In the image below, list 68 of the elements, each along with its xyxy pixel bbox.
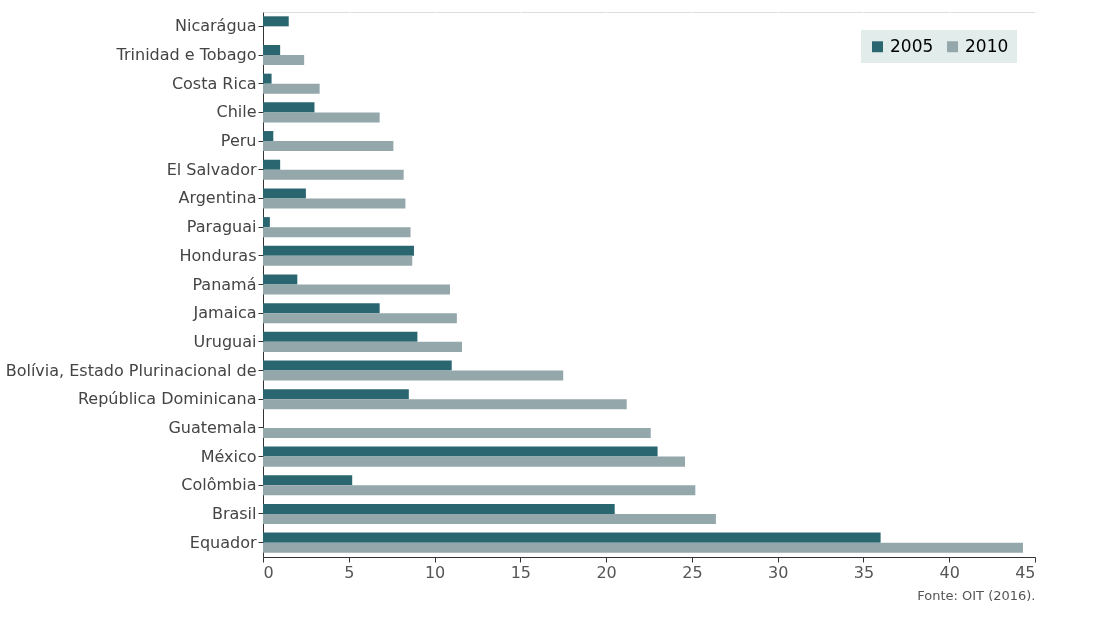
y-tick-label: Nicarágua bbox=[175, 16, 257, 36]
x-tick-label: 25 bbox=[682, 562, 703, 582]
y-tick-label: Panamá bbox=[192, 274, 257, 294]
y-tick-label: México bbox=[200, 446, 257, 466]
bar bbox=[263, 245, 414, 256]
y-tick-label: Trinidad e Tobago bbox=[115, 45, 257, 65]
bar bbox=[263, 503, 615, 514]
x-tick-label: 0 bbox=[263, 562, 274, 582]
y-tick-label: Uruguai bbox=[193, 331, 257, 351]
bar bbox=[263, 360, 452, 371]
bar bbox=[263, 169, 404, 180]
y-tick-label: El Salvador bbox=[166, 159, 257, 179]
y-tick-label: Jamaica bbox=[192, 303, 257, 323]
bar bbox=[263, 73, 272, 84]
bar bbox=[263, 102, 315, 113]
bar bbox=[263, 274, 298, 285]
bar bbox=[263, 55, 305, 66]
bar bbox=[263, 542, 1023, 553]
bar bbox=[263, 303, 380, 314]
bar bbox=[263, 427, 651, 438]
y-tick-label: Colômbia bbox=[181, 475, 257, 495]
bar bbox=[263, 485, 696, 496]
bar bbox=[263, 532, 881, 543]
bar bbox=[263, 141, 394, 152]
bar bbox=[263, 313, 457, 324]
bar bbox=[263, 227, 411, 238]
bar bbox=[263, 446, 658, 457]
bar bbox=[263, 513, 716, 525]
bar bbox=[263, 370, 564, 381]
bar bbox=[263, 389, 409, 400]
y-tick-label: República Dominicana bbox=[77, 389, 257, 409]
x-tick-label: 15 bbox=[510, 562, 532, 582]
x-tick-label: 40 bbox=[939, 562, 960, 582]
bar bbox=[263, 217, 270, 228]
bar bbox=[263, 188, 306, 199]
y-tick-label: Honduras bbox=[179, 245, 257, 265]
bar bbox=[263, 131, 274, 142]
x-tick-label: 30 bbox=[767, 562, 789, 582]
y-tick-label: Costa Rica bbox=[171, 73, 257, 93]
y-tick-label: Guatemala bbox=[168, 417, 257, 437]
bar bbox=[263, 341, 462, 352]
legend-label: 2005 bbox=[890, 35, 934, 56]
y-tick-label: Equador bbox=[189, 532, 257, 552]
y-tick-label: Paraguai bbox=[186, 217, 257, 237]
bar bbox=[263, 475, 353, 486]
x-tick-label: 5 bbox=[344, 562, 355, 582]
y-tick-label: Chile bbox=[216, 102, 257, 122]
bar bbox=[263, 112, 380, 123]
bar bbox=[263, 456, 686, 467]
bar bbox=[263, 399, 627, 410]
y-tick-label: Bolívia, Estado Plurinacional de bbox=[5, 360, 257, 380]
y-tick-label: Peru bbox=[220, 131, 257, 151]
y-tick-label: Argentina bbox=[178, 188, 257, 208]
bar bbox=[263, 198, 406, 209]
source-note: Fonte: OIT (2016). bbox=[917, 588, 1036, 603]
x-tick-label: 35 bbox=[853, 562, 875, 582]
bar bbox=[263, 83, 320, 94]
bar bbox=[263, 255, 413, 266]
bar bbox=[263, 16, 289, 27]
bar bbox=[263, 159, 281, 170]
x-tick-label: 10 bbox=[424, 562, 446, 582]
x-tick-label: 20 bbox=[596, 562, 617, 582]
x-tick-label: 45 bbox=[1015, 562, 1036, 582]
legend-label: 2010 bbox=[965, 35, 1009, 56]
bar bbox=[263, 44, 281, 56]
bar bbox=[263, 331, 418, 342]
bar bbox=[263, 284, 450, 295]
y-tick-label: Brasil bbox=[211, 503, 257, 523]
